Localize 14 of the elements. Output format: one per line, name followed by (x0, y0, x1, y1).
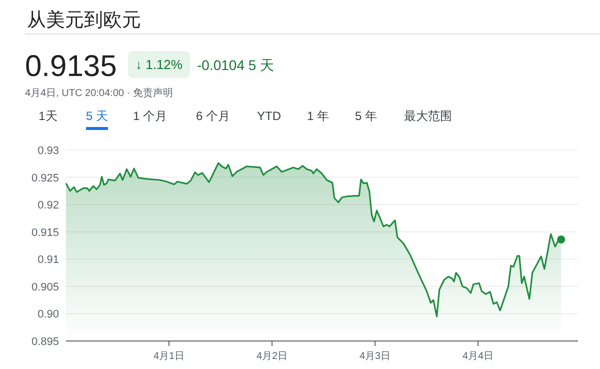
y-tick-label: 0.895 (31, 336, 59, 348)
title: 从美元到欧元 (27, 10, 141, 31)
y-tick-label: 0.915 (31, 226, 59, 239)
x-tick-label: 4月4日 (462, 351, 494, 362)
y-tick-label: 0.93 (38, 145, 59, 157)
x-tick-label: 4月2日 (256, 351, 288, 362)
y-tick-label: 0.925 (31, 172, 59, 184)
y-tick-label: 0.91 (38, 254, 59, 266)
annotations: 0.9135 ↓ 1.12% -0.0104 5 天 4月4日, UTC 20:04:00 · 免责声明 1天 5 天 1 个月 6 个月 YTD 1 年 5 年 最大范围 (25, 50, 452, 130)
y-tick-label: 0.905 (31, 281, 59, 294)
x-tick-label: 4月3日 (359, 351, 391, 362)
y-tick-label: 0.92 (38, 200, 59, 212)
y-tick-label: 0.90 (38, 308, 59, 321)
x-tick-label: 4月1日 (153, 351, 185, 362)
